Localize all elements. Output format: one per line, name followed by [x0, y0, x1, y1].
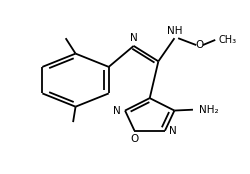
Text: N: N	[113, 106, 120, 116]
Text: NH: NH	[167, 26, 182, 36]
Text: N: N	[130, 33, 138, 43]
Text: CH₃: CH₃	[219, 35, 237, 45]
Text: O: O	[130, 134, 138, 144]
Text: NH₂: NH₂	[199, 105, 219, 115]
Text: O: O	[195, 40, 203, 50]
Text: N: N	[170, 126, 177, 136]
